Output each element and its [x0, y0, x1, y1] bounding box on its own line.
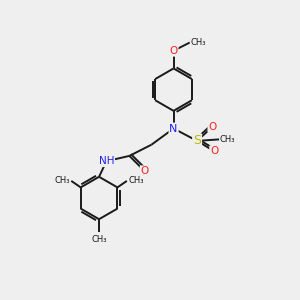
Text: S: S [193, 134, 201, 147]
Text: NH: NH [99, 156, 114, 166]
Text: CH₃: CH₃ [128, 176, 144, 185]
Text: O: O [210, 146, 218, 156]
Text: CH₃: CH₃ [54, 176, 70, 185]
Text: CH₃: CH₃ [91, 235, 107, 244]
Text: O: O [141, 166, 149, 176]
Text: N: N [169, 124, 178, 134]
Text: O: O [208, 122, 217, 132]
Text: CH₃: CH₃ [220, 135, 235, 144]
Text: CH₃: CH₃ [190, 38, 206, 47]
Text: O: O [169, 46, 178, 56]
